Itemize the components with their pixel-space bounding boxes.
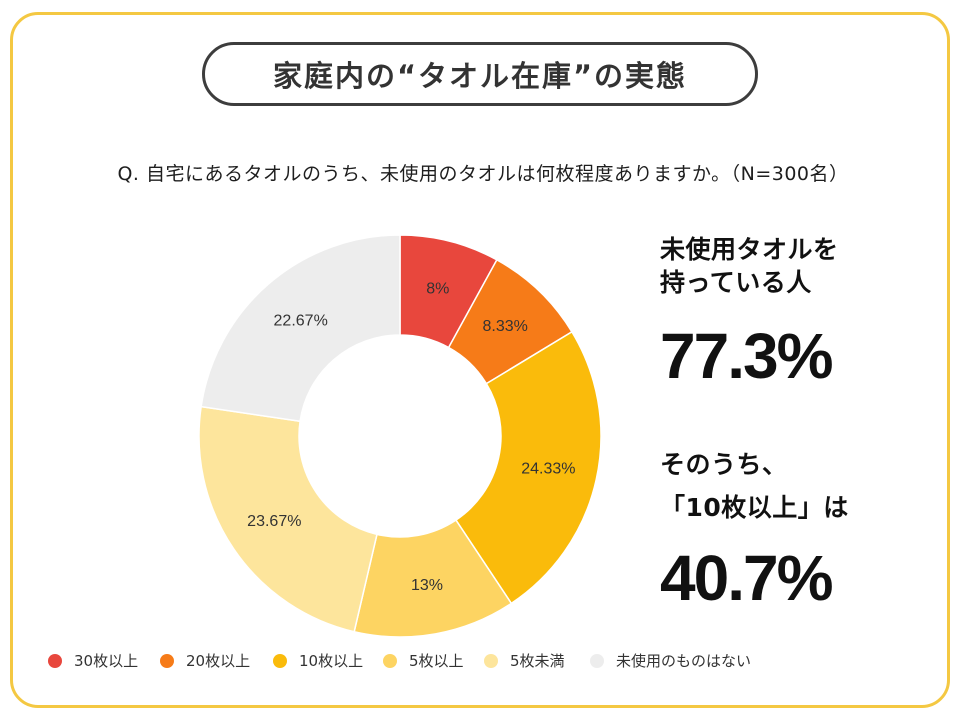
legend-item-10-or-more: 10枚以上 xyxy=(273,652,363,670)
slice-label-10-or-more: 24.33% xyxy=(521,461,575,478)
slice-label-5-or-more: 13% xyxy=(411,577,443,594)
legend-item-30-or-more: 30枚以上 xyxy=(48,652,138,670)
chart-legend: 30枚以上 20枚以上 10枚以上 5枚以上 5枚未満 未使用のものはない xyxy=(0,652,960,670)
legend-item-under-5: 5枚未満 xyxy=(484,652,565,670)
subset-label-line1: そのうち、 xyxy=(660,450,788,479)
donut-chart: 8% 8.33% 24.33% 13% 23.67% 22.67% xyxy=(198,234,602,638)
legend-label-under-5: 5枚未満 xyxy=(510,652,565,670)
legend-swatch-20-or-more xyxy=(160,654,174,668)
legend-label-30-or-more: 30枚以上 xyxy=(74,652,139,670)
slice-label-under-5: 23.67% xyxy=(247,513,301,530)
legend-swatch-5-or-more xyxy=(383,654,397,668)
legend-label-10-or-more: 10枚以上 xyxy=(299,652,364,670)
owners-percentage: 77.3% xyxy=(660,320,833,392)
legend-item-none-unused: 未使用のものはない xyxy=(590,652,751,670)
legend-swatch-none-unused xyxy=(590,654,604,668)
infographic-frame xyxy=(10,12,950,708)
legend-swatch-30-or-more xyxy=(48,654,62,668)
subset-label-line2: 「10枚以上」は xyxy=(660,493,849,522)
legend-item-5-or-more: 5枚以上 xyxy=(383,652,464,670)
legend-swatch-10-or-more xyxy=(273,654,287,668)
legend-label-none-unused: 未使用のものはない xyxy=(616,652,752,670)
slice-label-30-or-more: 8% xyxy=(426,280,449,297)
donut-slice-10-or-more xyxy=(454,330,602,605)
legend-swatch-under-5 xyxy=(484,654,498,668)
legend-label-5-or-more: 5枚以上 xyxy=(409,652,464,670)
owners-label-line1: 未使用タオルを xyxy=(660,235,839,264)
page-title: 家庭内の“タオル在庫”の実態 xyxy=(272,59,688,93)
legend-label-20-or-more: 20枚以上 xyxy=(186,652,251,670)
owners-label-line2: 持っている人 xyxy=(660,268,812,297)
donut-slice-none-unused xyxy=(200,234,401,423)
legend-item-20-or-more: 20枚以上 xyxy=(160,652,250,670)
slice-label-none-unused: 22.67% xyxy=(274,312,328,329)
title-box: 家庭内の“タオル在庫”の実態 xyxy=(202,42,758,106)
subset-percentage: 40.7% xyxy=(660,542,833,614)
slice-label-20-or-more: 8.33% xyxy=(483,318,528,335)
survey-question: Q. 自宅にあるタオルのうち、未使用のタオルは何枚程度ありますか。（N=300名… xyxy=(117,163,849,185)
donut-slice-under-5 xyxy=(198,405,378,633)
